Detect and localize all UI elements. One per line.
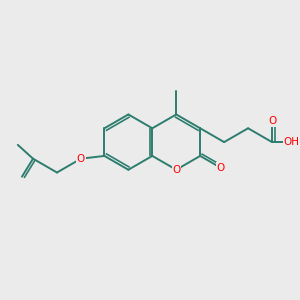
- Text: O: O: [77, 154, 85, 164]
- Text: OH: OH: [284, 137, 300, 147]
- Text: O: O: [216, 163, 225, 173]
- Text: O: O: [268, 116, 276, 126]
- Text: O: O: [172, 165, 180, 175]
